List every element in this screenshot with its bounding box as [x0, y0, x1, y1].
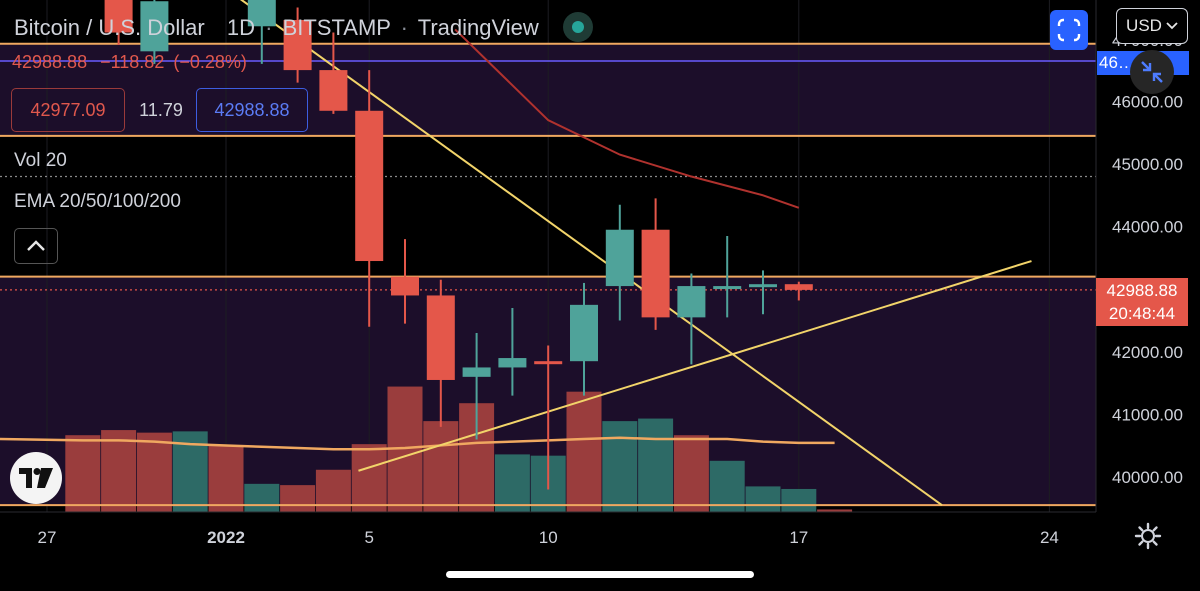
candle-body	[391, 276, 419, 296]
volume-bar	[817, 509, 853, 512]
candle-body	[677, 286, 706, 318]
candle-body	[749, 284, 777, 288]
time-tick-label: 10	[539, 528, 558, 547]
candle-body	[498, 358, 527, 368]
symbol-name: Bitcoin / U.S. Dollar	[14, 14, 205, 40]
exchange-label: BITSTAMP	[282, 14, 391, 40]
sell-price-box[interactable]: 42977.09	[11, 88, 125, 132]
candle-body	[462, 367, 491, 377]
collapse-indicators-button[interactable]	[14, 228, 58, 264]
volume-bar	[208, 445, 244, 512]
volume-bar	[745, 486, 781, 512]
ema-line	[454, 28, 800, 209]
volume-bar	[244, 483, 280, 512]
currency-label: USD	[1126, 16, 1162, 35]
market-status-icon	[562, 12, 593, 42]
source-label: TradingView	[417, 14, 539, 40]
last-price: 42988.88	[12, 52, 88, 72]
volume-bar	[781, 488, 817, 512]
candle-body	[784, 284, 813, 290]
candle-body	[104, 0, 133, 33]
current-price-value: 42988.88	[1106, 281, 1178, 300]
price-tick-label: 40000.00	[1112, 468, 1183, 487]
time-tick-label: 24	[1040, 528, 1059, 547]
volume-bar	[673, 435, 709, 512]
spread-value: 11.79	[139, 99, 183, 120]
candles	[104, 0, 813, 490]
candle-body	[140, 1, 169, 52]
minimize-button[interactable]	[1130, 50, 1174, 94]
fullscreen-icon	[1056, 17, 1082, 43]
candle-body	[570, 304, 598, 362]
current-price-tag: 42988.88 20:48:44	[1096, 278, 1188, 326]
drawn-lines	[0, 0, 1096, 507]
home-indicator	[446, 571, 754, 578]
candle-body	[283, 20, 312, 71]
fullscreen-button[interactable]	[1050, 10, 1088, 50]
ohlc-line: 42988.88 −118.82 (−0.28%)	[12, 52, 247, 73]
price-change: −118.82	[100, 52, 165, 72]
volume-bar	[280, 485, 316, 512]
symbol-title[interactable]: Bitcoin / U.S. Dollar 1D · BITSTAMP · Tr…	[14, 12, 593, 44]
currency-select[interactable]: USD	[1116, 8, 1188, 44]
volume-bar	[566, 391, 602, 512]
price-tick-label: 44000.00	[1112, 218, 1183, 237]
candle-body	[426, 295, 455, 380]
volume-indicator-label[interactable]: Vol 20	[14, 150, 67, 171]
price-tick-label: 41000.00	[1112, 405, 1183, 424]
volume-bar	[494, 454, 530, 512]
price-tick-label: 46000.00	[1112, 92, 1183, 111]
volume-bar	[709, 460, 745, 512]
time-tick-label: 27	[38, 528, 57, 547]
bar-countdown: 20:48:44	[1108, 304, 1176, 323]
chevron-down-icon	[1166, 22, 1178, 30]
volume-bar	[602, 421, 638, 512]
gear-icon[interactable]	[1134, 522, 1162, 550]
candle-body	[355, 110, 384, 262]
volume-bar	[65, 435, 101, 512]
price-change-pct: (−0.28%)	[173, 52, 247, 72]
candle-body	[641, 229, 670, 318]
price-tick-label: 45000.00	[1112, 155, 1183, 174]
volume-bar	[638, 418, 674, 512]
candle-body	[534, 361, 563, 365]
interval-label[interactable]: 1D	[226, 14, 255, 40]
volume-bar	[101, 430, 137, 512]
candle-body	[713, 286, 742, 290]
candle-body	[247, 0, 276, 27]
volume-bar	[136, 432, 172, 512]
candle-body	[605, 229, 634, 287]
volume-bar	[351, 444, 387, 512]
chevron-up-icon	[27, 240, 45, 251]
tradingview-logo-icon	[19, 468, 53, 488]
candle-body	[319, 70, 348, 111]
minimize-arrows-icon	[1141, 61, 1163, 83]
tradingview-logo[interactable]	[10, 452, 62, 504]
price-tick-label: 42000.00	[1112, 343, 1183, 362]
time-tick-label: 17	[789, 528, 808, 547]
volume-bar	[423, 421, 459, 512]
buy-price-box[interactable]: 42988.88	[196, 88, 308, 132]
time-tick-label: 2022	[207, 528, 245, 547]
ema-indicator-label[interactable]: EMA 20/50/100/200	[14, 191, 181, 212]
trend-line	[358, 260, 1032, 472]
time-axis-bg	[0, 512, 1096, 591]
time-tick-label: 5	[364, 528, 373, 547]
